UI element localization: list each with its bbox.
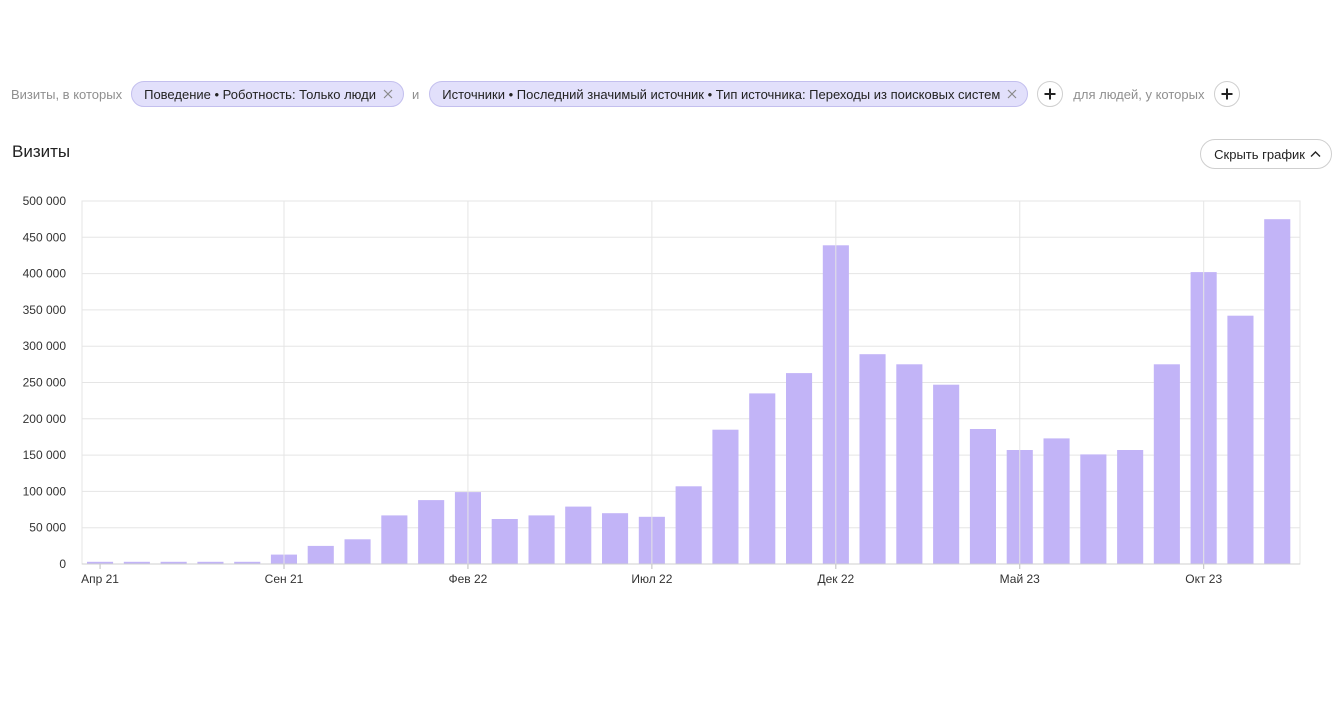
hide-chart-label: Скрыть график	[1214, 146, 1305, 162]
y-tick-label: 450 000	[23, 230, 67, 244]
y-tick-label: 300 000	[23, 339, 67, 353]
bar[interactable]	[749, 393, 776, 564]
chart-title: Визиты	[12, 142, 71, 161]
bar[interactable]	[896, 364, 923, 564]
add-people-condition-button[interactable]	[1214, 81, 1241, 107]
bar[interactable]	[307, 545, 334, 564]
filter-chip-label: Поведение • Роботность: Только люди	[144, 86, 376, 102]
filter-chip-behavior[interactable]: Поведение • Роботность: Только люди	[131, 81, 404, 107]
bar[interactable]	[969, 429, 996, 564]
bar[interactable]	[1043, 438, 1070, 564]
people-condition-label: для людей, у которых	[1073, 86, 1205, 102]
x-tick-label: Май 23	[1000, 572, 1041, 586]
bar[interactable]	[1153, 364, 1180, 564]
segment-filter-bar: Визиты, в которых Поведение • Роботность…	[11, 80, 1241, 108]
filter-chip-source[interactable]: Источники • Последний значимый источник …	[429, 81, 1029, 107]
close-icon[interactable]	[382, 88, 394, 100]
bar[interactable]	[1227, 315, 1254, 564]
bar[interactable]	[675, 486, 702, 564]
y-tick-label: 200 000	[23, 412, 67, 426]
y-tick-label: 100 000	[23, 484, 67, 498]
x-tick-label: Июл 22	[631, 572, 672, 586]
filter-chip-label: Источники • Последний значимый источник …	[442, 86, 1001, 102]
chevron-up-icon	[1310, 151, 1321, 157]
bar[interactable]	[381, 515, 408, 564]
x-tick-label: Окт 23	[1185, 572, 1222, 586]
plus-icon	[1221, 88, 1233, 100]
bar[interactable]	[786, 373, 813, 564]
y-tick-label: 50 000	[29, 521, 66, 535]
close-icon[interactable]	[1006, 88, 1018, 100]
bar[interactable]	[712, 429, 739, 564]
x-tick-label: Фев 22	[449, 572, 488, 586]
x-tick-label: Апр 21	[81, 572, 119, 586]
x-tick-label: Дек 22	[817, 572, 854, 586]
bar[interactable]	[197, 561, 224, 564]
bar[interactable]	[933, 384, 960, 564]
bar[interactable]	[123, 561, 150, 564]
filter-joiner-label: и	[411, 86, 420, 102]
bar[interactable]	[565, 506, 592, 564]
bar[interactable]	[859, 354, 886, 564]
y-tick-label: 0	[59, 557, 66, 571]
visits-bar-chart: 0 50 000 100 000 150 000 200 000 250 000 300 0…	[23, 194, 1301, 586]
bar[interactable]	[234, 561, 261, 564]
bar[interactable]	[1080, 454, 1107, 564]
bar[interactable]	[87, 561, 114, 564]
bar[interactable]	[1117, 450, 1144, 564]
y-tick-label: 350 000	[23, 303, 67, 317]
hide-chart-button[interactable]: Скрыть график	[1200, 139, 1332, 169]
bar[interactable]	[1264, 219, 1291, 564]
plus-icon	[1044, 88, 1056, 100]
y-tick-label: 250 000	[23, 376, 67, 390]
bar[interactable]	[528, 515, 555, 564]
y-tick-label: 400 000	[23, 267, 67, 281]
bar[interactable]	[344, 539, 371, 564]
y-tick-label: 150 000	[23, 448, 67, 462]
bar[interactable]	[160, 561, 187, 564]
segment-prefix-label: Визиты, в которых	[11, 86, 123, 102]
bar[interactable]	[418, 500, 445, 564]
x-tick-label: Сен 21	[265, 572, 304, 586]
add-visit-condition-button[interactable]	[1037, 81, 1064, 107]
bar[interactable]	[602, 513, 629, 564]
bar[interactable]	[491, 519, 518, 564]
y-tick-label: 500 000	[23, 194, 67, 208]
